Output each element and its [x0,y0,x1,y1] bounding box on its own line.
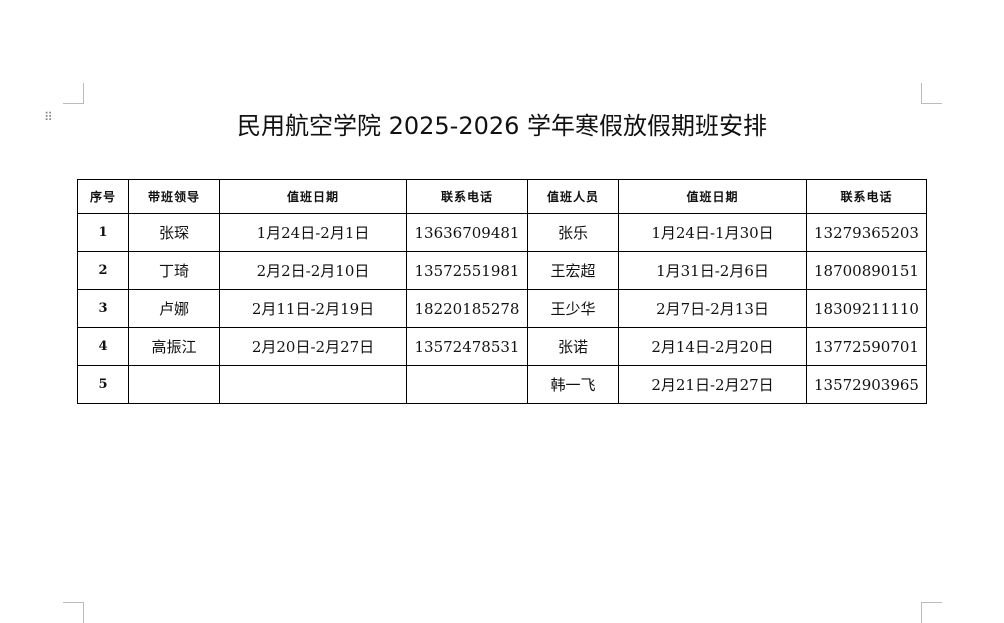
leader-phone-cell: 13572478531 [406,327,528,366]
column-header: 联系电话 [806,179,927,214]
table-row: 5 韩一飞 2月21日-2月27日 13572903965 [77,365,927,404]
staff-duty-date-cell: 2月14日-2月20日 [618,327,807,366]
staff-name-cell: 王宏超 [527,251,619,290]
staff-duty-date-cell: 2月7日-2月13日 [618,289,807,328]
leader-name-cell: 丁琦 [128,251,220,290]
staff-phone-cell: 13279365203 [806,213,927,252]
leader-phone-cell: 18220185278 [406,289,528,328]
page-corner-mark [921,83,942,104]
staff-name-cell: 韩一飞 [527,365,619,404]
leader-name-cell: 张琛 [128,213,220,252]
column-header: 值班日期 [618,179,807,214]
leader-duty-date-cell: 2月2日-2月10日 [219,251,407,290]
staff-phone-cell: 18309211110 [806,289,927,328]
row-number-cell: 2 [77,251,129,290]
row-number-cell: 5 [77,365,129,404]
staff-phone-cell: 13572903965 [806,365,927,404]
document-title: 民用航空学院 2025-2026 学年寒假放假期班安排 [236,112,768,140]
leader-duty-date-cell: 1月24日-2月1日 [219,213,407,252]
column-header: 值班人员 [527,179,619,214]
table-move-handle-icon[interactable]: ⠿ [44,110,53,124]
table-row: 2 丁琦 2月2日-2月10日 13572551981 王宏超 1月31日-2月6日 187… [77,251,927,290]
staff-name-cell: 张诺 [527,327,619,366]
leader-name-cell: 高振江 [128,327,220,366]
leader-name-cell: 卢娜 [128,289,220,328]
leader-phone-cell [406,365,528,404]
staff-name-cell: 张乐 [527,213,619,252]
leader-duty-date-cell: 2月20日-2月27日 [219,327,407,366]
row-number-cell: 3 [77,289,129,328]
staff-phone-cell: 13772590701 [806,327,927,366]
duty-schedule-table: 序号 带班领导 值班日期 联系电话 值班人员 值班日期 联系电话 1 张琛 1月24日-2月1日… [77,179,927,404]
staff-duty-date-cell: 1月24日-1月30日 [618,213,807,252]
row-number-cell: 1 [77,213,129,252]
column-header: 值班日期 [219,179,407,214]
leader-name-cell [128,365,220,404]
table-row: 4 高振江 2月20日-2月27日 13572478531 张诺 2月14日-2月20日 1… [77,327,927,366]
leader-phone-cell: 13636709481 [406,213,528,252]
staff-phone-cell: 18700890151 [806,251,927,290]
column-header: 联系电话 [406,179,528,214]
staff-name-cell: 王少华 [527,289,619,328]
page-corner-mark [63,83,84,104]
row-number-cell: 4 [77,327,129,366]
page-corner-mark [63,602,84,623]
leader-duty-date-cell: 2月11日-2月19日 [219,289,407,328]
staff-duty-date-cell: 1月31日-2月6日 [618,251,807,290]
table-row: 1 张琛 1月24日-2月1日 13636709481 张乐 1月24日-1月30日 132… [77,213,927,252]
table-row: 3 卢娜 2月11日-2月19日 18220185278 王少华 2月7日-2月13日 18… [77,289,927,328]
page-corner-mark [921,602,942,623]
staff-duty-date-cell: 2月21日-2月27日 [618,365,807,404]
leader-phone-cell: 13572551981 [406,251,528,290]
column-header: 带班领导 [128,179,220,214]
leader-duty-date-cell [219,365,407,404]
column-header: 序号 [77,179,129,214]
